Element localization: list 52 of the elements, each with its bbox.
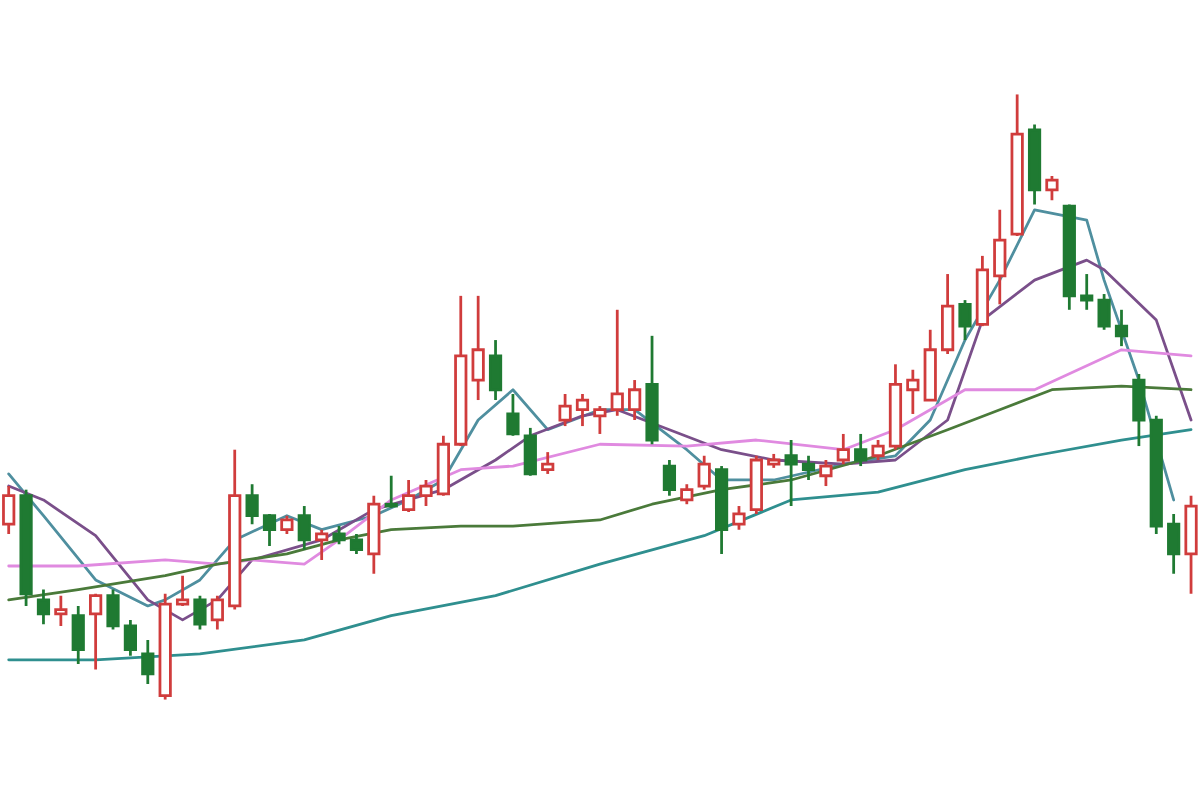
candlestick xyxy=(1097,292,1111,332)
candlestick xyxy=(575,392,590,428)
candlestick xyxy=(2,484,16,536)
candlestick xyxy=(819,458,833,488)
candlestick xyxy=(245,482,259,526)
candlestick xyxy=(593,404,607,436)
candlestick xyxy=(541,450,555,476)
candlestick xyxy=(1114,308,1129,348)
candlestick xyxy=(662,458,677,498)
candlestick xyxy=(471,294,485,402)
candlestick xyxy=(558,392,572,428)
candlestick xyxy=(1045,174,1059,202)
candlestick xyxy=(106,588,120,631)
candlestick xyxy=(1167,512,1181,576)
candlestick xyxy=(402,478,416,514)
candlestick xyxy=(123,618,138,658)
candlestick xyxy=(419,478,433,508)
candlestick xyxy=(210,594,224,631)
candlestick xyxy=(297,504,311,552)
candlestick xyxy=(89,592,103,671)
candlestick xyxy=(732,504,746,532)
candlestick xyxy=(697,454,711,492)
candlestick xyxy=(958,298,972,342)
candlestick xyxy=(610,308,624,418)
candlestick xyxy=(836,432,850,466)
candlestick xyxy=(506,392,520,438)
candlestick xyxy=(488,338,503,402)
candlestick xyxy=(523,426,537,478)
candlestick xyxy=(36,588,51,626)
candlestick xyxy=(993,208,1007,306)
candlestick xyxy=(680,482,694,506)
candlestick xyxy=(71,604,85,666)
candlestick xyxy=(141,638,155,686)
candlestick xyxy=(315,528,329,562)
candlestick xyxy=(1080,272,1094,312)
candlestick xyxy=(941,272,955,356)
candlestick xyxy=(175,574,190,608)
candlestick xyxy=(854,432,868,468)
candlestick xyxy=(906,368,920,416)
candlestick xyxy=(280,514,294,536)
candlestick xyxy=(871,438,885,462)
candlestick xyxy=(54,594,68,628)
candlestick xyxy=(801,454,816,482)
candlestick xyxy=(349,532,364,556)
candlestick xyxy=(1184,494,1198,596)
candlestick xyxy=(628,378,642,422)
candlestick xyxy=(784,438,798,508)
candlestick xyxy=(262,512,277,548)
candlestick xyxy=(332,524,346,546)
candlestick xyxy=(193,594,207,631)
candlestick xyxy=(384,474,398,510)
candlestick xyxy=(1132,372,1146,448)
